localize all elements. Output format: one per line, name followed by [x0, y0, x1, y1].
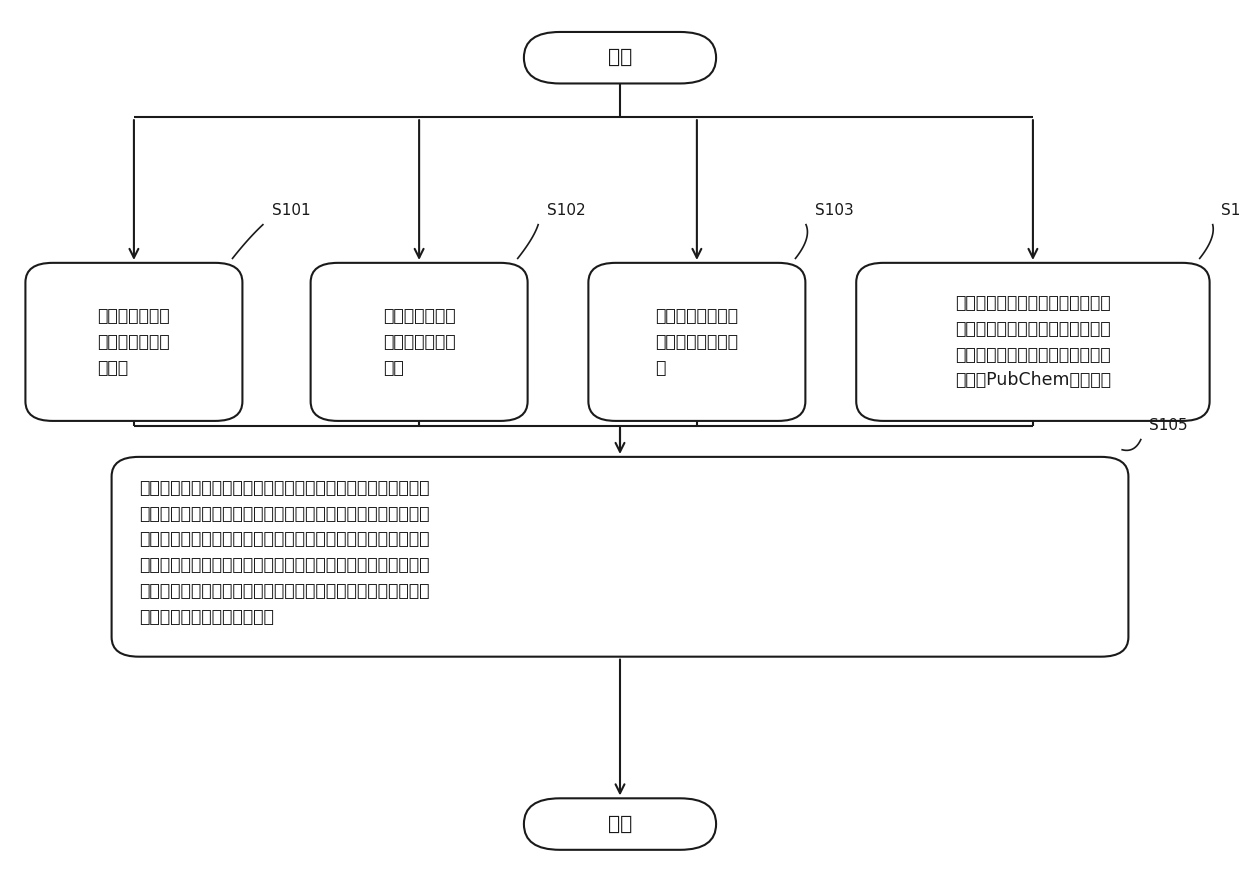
Text: S101: S101: [272, 203, 310, 218]
FancyBboxPatch shape: [856, 263, 1210, 421]
Text: S103: S103: [815, 203, 853, 218]
FancyBboxPatch shape: [26, 263, 243, 421]
Text: S102: S102: [547, 203, 585, 218]
Text: 提供各候选建模
化合物的分子描
述符: 提供各候选建模 化合物的分子描 述符: [383, 307, 455, 377]
FancyBboxPatch shape: [588, 263, 806, 421]
Text: 开始: 开始: [608, 48, 632, 67]
FancyBboxPatch shape: [311, 263, 528, 421]
Text: 提供各候选建模
化合物的毒性分
类标签: 提供各候选建模 化合物的毒性分 类标签: [98, 307, 170, 377]
FancyBboxPatch shape: [523, 798, 717, 850]
Text: S104: S104: [1221, 203, 1240, 218]
Text: 构建并训练化合物毒性预测模型：保留同时具有全部描述符和毒
性分类标签的各候选建模化合物，作为建模化合物，构建模型输
入训练数据集，所述输入训练数据集包含全部描述: 构建并训练化合物毒性预测模型：保留同时具有全部描述符和毒 性分类标签的各候选建模…: [139, 480, 429, 625]
Text: 结束: 结束: [608, 814, 632, 834]
FancyBboxPatch shape: [112, 456, 1128, 657]
Text: S105: S105: [1149, 418, 1188, 433]
Text: 提供各候选建模化
合物的靶蛋白描述
符: 提供各候选建模化 合物的靶蛋白描述 符: [656, 307, 738, 377]
Text: 提供各候选建模化合物的定量高通
量筛选分析描述符，所述定量高通
量筛选分析描述符是指定量高通量
筛选的PubChem活动评分: 提供各候选建模化合物的定量高通 量筛选分析描述符，所述定量高通 量筛选分析描述符…: [955, 294, 1111, 390]
FancyBboxPatch shape: [523, 32, 717, 83]
